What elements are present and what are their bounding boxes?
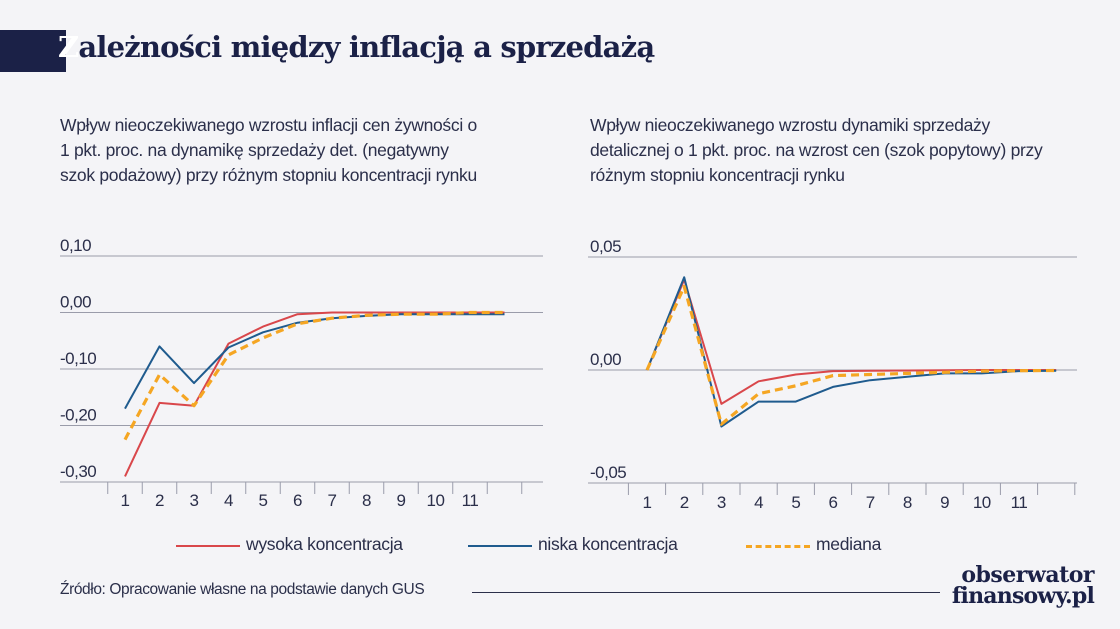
x-tick-label: 9 bbox=[940, 493, 949, 512]
series-line-wysoka bbox=[124, 311, 505, 477]
y-tick-label: -0,20 bbox=[60, 406, 96, 425]
source-divider bbox=[472, 592, 940, 593]
x-tick-label: 10 bbox=[427, 491, 445, 510]
x-tick-label: 11 bbox=[462, 491, 479, 510]
page-title: Zależności między inflacją a sprzedażą bbox=[58, 30, 655, 64]
x-tick-label: 1 bbox=[643, 493, 652, 512]
logo-line-2: finansowy.pl bbox=[951, 583, 1095, 609]
legend-label-mediana: mediana bbox=[816, 534, 882, 554]
x-tick-label: 11 bbox=[1011, 493, 1028, 512]
x-tick-label: 10 bbox=[973, 493, 991, 512]
source-note: Źródło: Opracowanie własne na podstawie … bbox=[60, 581, 425, 598]
x-tick-label: 5 bbox=[791, 493, 800, 512]
series-line-mediana bbox=[645, 284, 1057, 426]
x-tick-label: 2 bbox=[680, 493, 689, 512]
x-tick-label: 7 bbox=[866, 493, 875, 512]
y-tick-label: -0,10 bbox=[60, 349, 96, 368]
y-tick-label: 0,05 bbox=[590, 237, 621, 256]
logo: obserwator finansowy.pl bbox=[951, 562, 1095, 609]
title-first-letter: Z bbox=[58, 30, 79, 64]
legend-label-wysoka: wysoka koncentracja bbox=[246, 534, 403, 554]
x-tick-label: 1 bbox=[121, 491, 130, 510]
chart-right-title: Wpływ nieoczekiwanego wzrostu dynamiki s… bbox=[590, 115, 1043, 185]
y-tick-label: -0,05 bbox=[590, 463, 626, 482]
chart-left-title: Wpływ nieoczekiwanego wzrostu inflacji c… bbox=[60, 115, 477, 185]
x-tick-label: 9 bbox=[397, 491, 406, 510]
x-tick-label: 4 bbox=[754, 493, 763, 512]
title-accent-block bbox=[0, 30, 66, 72]
x-tick-label: 4 bbox=[224, 491, 233, 510]
y-tick-label: 0,10 bbox=[60, 236, 91, 255]
legend-label-niska: niska koncentracja bbox=[538, 534, 678, 554]
x-tick-label: 8 bbox=[362, 491, 371, 510]
y-tick-label: 0,00 bbox=[590, 350, 621, 369]
x-tick-label: 5 bbox=[259, 491, 268, 510]
x-tick-label: 8 bbox=[903, 493, 912, 512]
logo-line-1: obserwator bbox=[961, 562, 1094, 588]
series-line-niska bbox=[646, 276, 1057, 428]
series-line-mediana bbox=[123, 310, 505, 441]
y-tick-label: -0,30 bbox=[60, 462, 96, 481]
x-tick-label: 7 bbox=[328, 491, 337, 510]
x-tick-label: 6 bbox=[829, 493, 838, 512]
x-tick-label: 6 bbox=[293, 491, 302, 510]
title-rest: ależności między inflacją a sprzedażą bbox=[78, 30, 655, 64]
legend-swatch-mediana bbox=[746, 545, 810, 548]
x-tick-label: 3 bbox=[717, 493, 726, 512]
legend-swatch-niska bbox=[468, 545, 532, 547]
y-tick-label: 0,00 bbox=[60, 293, 91, 312]
x-tick-label: 2 bbox=[155, 491, 164, 510]
legend-swatch-wysoka bbox=[176, 545, 240, 547]
series-line-wysoka bbox=[646, 278, 1057, 405]
x-tick-label: 3 bbox=[190, 491, 199, 510]
